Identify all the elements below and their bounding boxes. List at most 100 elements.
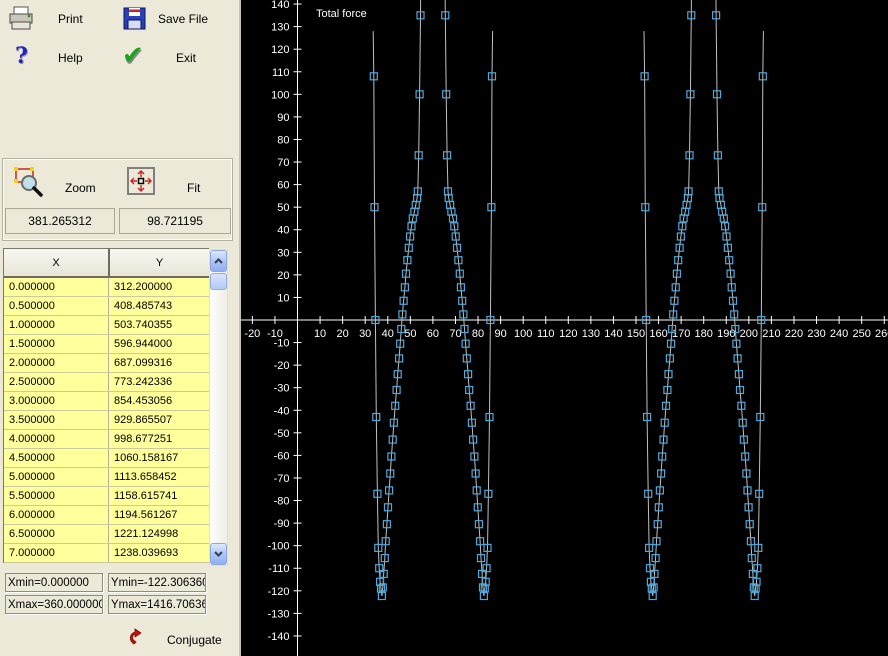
table-row[interactable]: 4.5000001060.158167 — [4, 449, 209, 468]
cell-x-value[interactable]: 6.500000 — [4, 525, 109, 543]
y-tick-label: -90 — [274, 518, 290, 530]
chevron-up-icon — [213, 257, 224, 265]
cell-y-value[interactable]: 1238.039693 — [109, 544, 208, 562]
zoom-label[interactable]: Zoom — [65, 181, 96, 195]
x-tick-label: 20 — [337, 328, 349, 340]
print-label[interactable]: Print — [58, 12, 83, 26]
fit-button[interactable] — [127, 167, 155, 198]
cell-y-value[interactable]: 929.865507 — [109, 411, 208, 429]
column-header-x[interactable]: X — [4, 249, 110, 276]
cell-y-value[interactable]: 312.200000 — [109, 278, 208, 296]
column-header-y[interactable]: Y — [110, 249, 209, 276]
cell-x-value[interactable]: 3.000000 — [4, 392, 109, 410]
print-button[interactable] — [7, 6, 35, 35]
xy-data-table: X Y 0.000000312.2000000.500000408.485743… — [3, 248, 209, 563]
cell-x-value[interactable]: 7.000000 — [4, 544, 109, 562]
help-label[interactable]: Help — [58, 51, 83, 65]
chart-title: Total force — [316, 8, 367, 20]
y-tick-label: 130 — [271, 22, 289, 34]
table-row[interactable]: 7.0000001238.039693 — [4, 544, 209, 563]
table-row[interactable]: 2.000000687.099316 — [4, 354, 209, 373]
green-checkmark-icon: ✔ — [122, 42, 144, 68]
table-row[interactable]: 3.000000854.453056 — [4, 392, 209, 411]
cell-y-value[interactable]: 1221.124998 — [109, 525, 208, 543]
save-file-label[interactable]: Save File — [158, 12, 208, 26]
table-vertical-scrollbar[interactable] — [209, 249, 228, 566]
cell-y-value[interactable]: 998.677251 — [109, 430, 208, 448]
cell-y-value[interactable]: 1113.658452 — [109, 468, 208, 486]
y-tick-label: 40 — [277, 225, 289, 237]
x-tick-label: 230 — [807, 328, 825, 340]
floppy-disk-icon — [123, 7, 146, 33]
y-tick-label: -130 — [267, 608, 289, 620]
y-tick-label: 20 — [277, 270, 289, 282]
cell-x-value[interactable]: 4.000000 — [4, 430, 109, 448]
table-row[interactable]: 5.5000001158.615741 — [4, 487, 209, 506]
y-tick-label: 30 — [277, 247, 289, 259]
y-tick-label: 110 — [272, 67, 290, 79]
xmin-readout: Xmin=0.000000 — [5, 573, 103, 592]
table-row[interactable]: 6.5000001221.124998 — [4, 525, 209, 544]
cell-y-value[interactable]: 1194.561267 — [109, 506, 208, 524]
y-tick-label: 50 — [277, 202, 289, 214]
x-tick-label: 120 — [559, 328, 577, 340]
exit-label[interactable]: Exit — [176, 51, 196, 65]
table-row[interactable]: 3.500000929.865507 — [4, 411, 209, 430]
cell-x-value[interactable]: 2.000000 — [4, 354, 109, 372]
cell-y-value[interactable]: 1060.158167 — [109, 449, 208, 467]
y-tick-label: -30 — [274, 383, 290, 395]
cell-x-value[interactable]: 2.500000 — [4, 373, 109, 391]
conjugate-label[interactable]: Conjugate — [167, 633, 222, 647]
plot-canvas[interactable]: -20-101020304050607080901001101201301401… — [241, 0, 888, 656]
cell-x-value[interactable]: 0.500000 — [4, 297, 109, 315]
scroll-down-button[interactable] — [210, 543, 227, 565]
table-row[interactable]: 6.0000001194.561267 — [4, 506, 209, 525]
cell-x-value[interactable]: 1.500000 — [4, 335, 109, 353]
scroll-up-button[interactable] — [210, 250, 227, 272]
cell-y-value[interactable]: 408.485743 — [109, 297, 208, 315]
y-tick-label: 90 — [277, 112, 289, 124]
table-row[interactable]: 1.000000503.740355 — [4, 316, 209, 335]
cell-y-value[interactable]: 596.944000 — [109, 335, 208, 353]
fit-crosshair-icon — [127, 186, 155, 198]
x-tick-label: 150 — [627, 328, 645, 340]
zoom-magnifier-icon — [13, 189, 45, 201]
fit-label[interactable]: Fit — [187, 181, 200, 195]
help-question-icon: ? — [15, 45, 28, 67]
save-file-button[interactable] — [123, 7, 146, 33]
conjugate-button[interactable] — [128, 628, 150, 649]
x-tick-label: 240 — [830, 328, 848, 340]
cell-y-value[interactable]: 1158.615741 — [109, 487, 208, 505]
scroll-thumb[interactable] — [210, 273, 227, 290]
cell-y-value[interactable]: 687.099316 — [109, 354, 208, 372]
cell-x-value[interactable]: 1.000000 — [4, 316, 109, 334]
table-row[interactable]: 4.000000998.677251 — [4, 430, 209, 449]
cell-x-value[interactable]: 3.500000 — [4, 411, 109, 429]
ymax-readout: Ymax=1416.706361 — [108, 595, 206, 614]
x-tick-label: 50 — [404, 328, 416, 340]
cell-y-value[interactable]: 854.453056 — [109, 392, 208, 410]
chevron-down-icon — [213, 550, 224, 558]
cell-x-value[interactable]: 6.000000 — [4, 506, 109, 524]
exit-button[interactable]: ✔ — [122, 42, 144, 68]
cell-y-value[interactable]: 773.242336 — [109, 373, 208, 391]
x-tick-label: 220 — [785, 328, 803, 340]
table-row[interactable]: 5.0000001113.658452 — [4, 468, 209, 487]
cell-x-value[interactable]: 4.500000 — [4, 449, 109, 467]
y-tick-label: -50 — [274, 428, 290, 440]
x-tick-label: 190 — [717, 328, 735, 340]
table-row[interactable]: 0.500000408.485743 — [4, 297, 209, 316]
table-row[interactable]: 2.500000773.242336 — [4, 373, 209, 392]
y-tick-label: 60 — [277, 180, 289, 192]
help-button[interactable]: ? — [15, 45, 28, 67]
cell-y-value[interactable]: 503.740355 — [109, 316, 208, 334]
x-tick-label: 200 — [740, 328, 758, 340]
cell-x-value[interactable]: 5.000000 — [4, 468, 109, 486]
cell-x-value[interactable]: 5.500000 — [4, 487, 109, 505]
conjugate-arrow-icon — [128, 637, 150, 649]
zoom-button[interactable] — [13, 166, 45, 201]
cell-x-value[interactable]: 0.000000 — [4, 278, 109, 296]
y-tick-label: -100 — [267, 541, 289, 553]
table-row[interactable]: 1.500000596.944000 — [4, 335, 209, 354]
table-row[interactable]: 0.000000312.200000 — [4, 278, 209, 297]
